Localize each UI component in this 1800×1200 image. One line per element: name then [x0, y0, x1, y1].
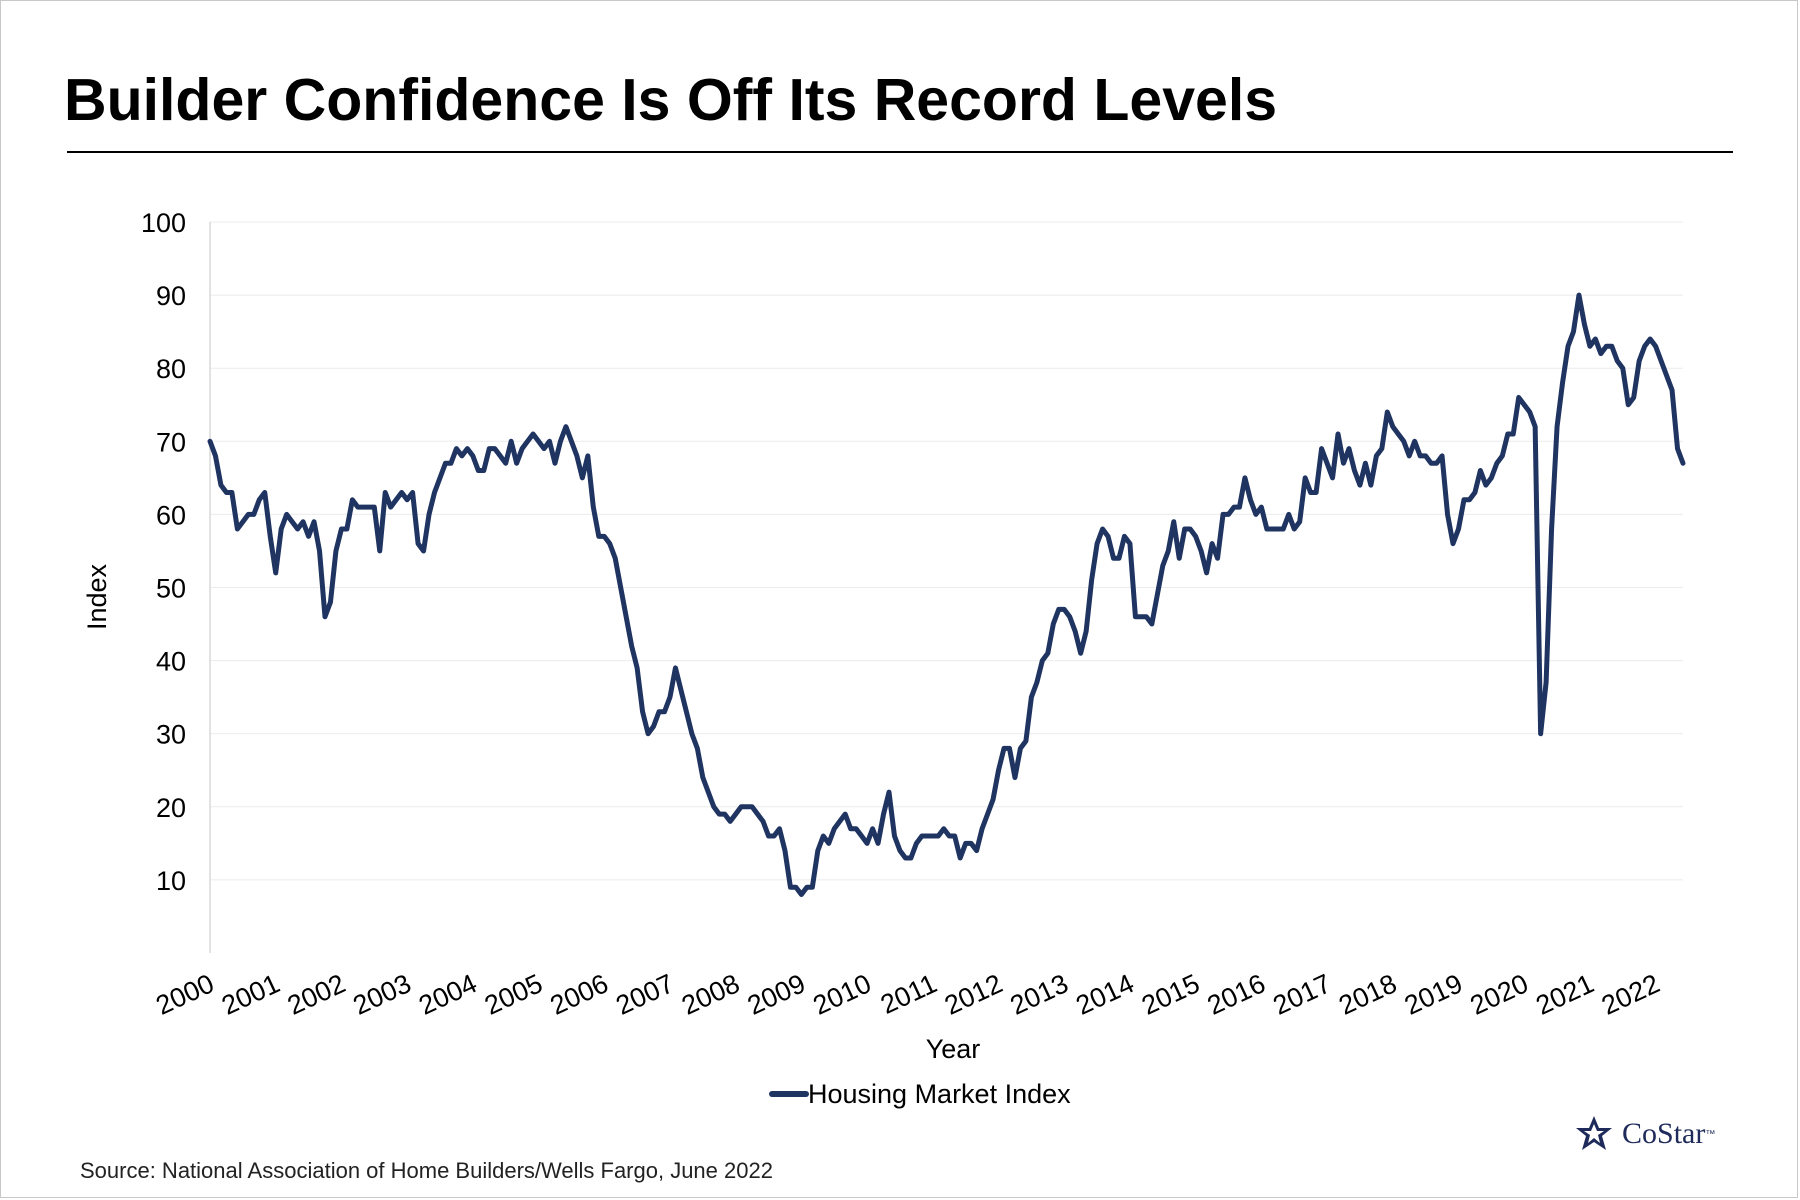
y-tick-label: 40 [156, 647, 186, 677]
x-tick-label: 2006 [546, 968, 613, 1021]
x-tick-label: 2014 [1071, 968, 1138, 1021]
x-tick-label: 2015 [1137, 968, 1204, 1021]
y-tick-label: 50 [156, 574, 186, 604]
y-tick-label: 80 [156, 354, 186, 384]
y-axis-label: Index [82, 563, 112, 630]
costar-star-icon [1576, 1116, 1612, 1150]
y-tick-label: 100 [141, 208, 186, 238]
x-tick-label: 2018 [1334, 968, 1401, 1021]
x-tick-label: 2010 [809, 968, 876, 1021]
logo-text: CoStar [1622, 1117, 1706, 1150]
data-points [210, 295, 1683, 895]
source-note: Source: National Association of Home Bui… [80, 1158, 773, 1183]
x-tick-label: 2019 [1400, 968, 1467, 1021]
x-tick-label: 2003 [349, 968, 416, 1021]
x-tick-label: 2017 [1268, 968, 1335, 1021]
gridlines [210, 221, 1683, 881]
legend-label: Housing Market Index [808, 1079, 1071, 1109]
x-tick-label: 2020 [1466, 968, 1533, 1021]
x-tick-label: 2022 [1597, 968, 1664, 1021]
title-divider [67, 151, 1733, 153]
y-tick-label: 60 [156, 500, 186, 530]
x-tick-label: 2001 [217, 968, 284, 1021]
y-tick-label: 70 [156, 427, 186, 457]
series-line-housing-market-index [207, 292, 1686, 898]
y-tick-label: 20 [156, 793, 186, 823]
y-tick-labels: 10 20 30 40 50 60 70 80 90 100 [141, 208, 186, 896]
x-tick-label: 2012 [940, 968, 1007, 1021]
x-tick-label: 2016 [1203, 968, 1270, 1021]
x-tick-label: 2021 [1531, 968, 1598, 1021]
x-tick-label: 2007 [611, 968, 678, 1021]
y-tick-label: 90 [156, 281, 186, 311]
logo-trademark: ™ [1705, 1128, 1716, 1140]
legend: Housing Market Index [769, 1079, 1071, 1109]
x-tick-label: 2011 [876, 968, 941, 1020]
x-tick-label: 2009 [743, 968, 810, 1021]
x-tick-label: 2013 [1006, 968, 1073, 1021]
x-tick-label: 2005 [480, 968, 547, 1021]
x-tick-label: 2000 [151, 968, 218, 1021]
x-tick-labels: 2000200120022003200420052006200720082009… [151, 968, 1664, 1021]
y-tick-label: 10 [156, 866, 186, 896]
x-axis-label: Year [926, 1034, 981, 1064]
chart-title: Builder Confidence Is Off Its Record Lev… [64, 67, 1278, 133]
costar-logo: CoStar ™ [1574, 1112, 1715, 1156]
y-tick-label: 30 [156, 720, 186, 750]
x-tick-label: 2002 [283, 968, 350, 1021]
x-tick-label: 2004 [414, 968, 481, 1021]
x-tick-label: 2008 [677, 968, 744, 1021]
